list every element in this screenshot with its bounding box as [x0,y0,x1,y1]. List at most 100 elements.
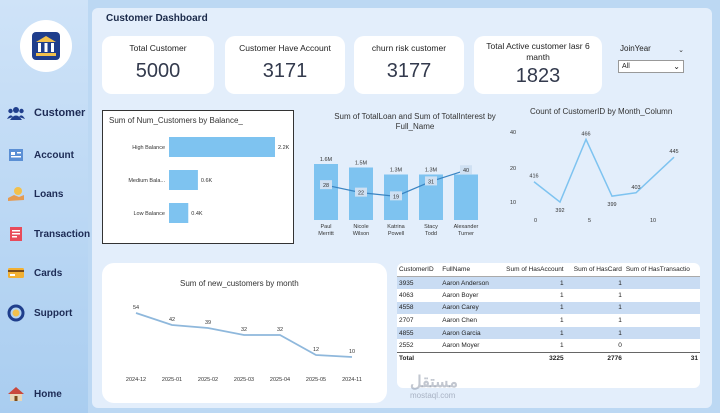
x-tick-label: Turner [458,231,474,237]
nav-item-customer[interactable]: Customer [6,104,85,122]
line-data-label: 40 [463,168,469,174]
watermark-text: مستقل [410,374,458,391]
chevron-down-icon[interactable]: ⌄ [678,47,684,54]
x-tick-label: Katrina [387,224,405,230]
balance-chart-panel[interactable]: Sum of Num_Customers by Balance_ High Ba… [102,110,294,244]
table-row[interactable]: 3935 Aaron Anderson 1 1 [397,276,700,290]
table-cell: 1 [565,301,624,315]
new-customers-panel[interactable]: Sum of new_customers by month 54 2024-12 4… [102,263,387,403]
table-row[interactable]: 2707 Aaron Chen 1 1 [397,314,700,327]
line-data-label: 19 [393,194,399,200]
table-cell: Aaron Carey [440,301,497,315]
nav-item-cards[interactable]: Cards [6,264,62,282]
kpi-label: Total Customer [129,43,187,53]
table-cell: 1 [496,301,566,315]
joinyear-slicer[interactable]: JoinYear ⌄ All ⌄ [612,36,692,88]
y-tick-label: 10 [510,200,516,206]
table-cell: 0 [618,342,622,350]
x-tick-label: 0 [534,218,537,224]
data-label: 2.2K [278,145,290,151]
line-data-label: 31 [428,179,434,185]
nav-label-account: Account [34,149,74,161]
bar-data-label: 1.6M [320,157,333,163]
col-header-hasaccount[interactable]: Sum of HasAccount [496,263,566,277]
table-row[interactable]: 2552 Aaron Moyer 1 0 [397,339,700,352]
table-cell [624,339,700,352]
customer-table-panel[interactable]: CustomerID FullName Sum of HasAccount Su… [397,263,700,388]
table-cell: 1 [496,326,566,340]
nav-label-customer: Customer [34,107,86,119]
transaction-icon [6,225,26,243]
table-cell: Aaron Boyer [442,291,479,299]
table-cell: 2552 [399,342,414,350]
point-label: 416 [529,174,538,180]
x-tick-label: Wilson [353,231,370,237]
line-data-label: 22 [358,191,364,197]
table-cell [624,314,700,327]
sidebar: Customer Account Loans Transaction Cards… [0,0,90,413]
line-series [533,137,675,204]
table-total-row: Total 3225 2776 31 [397,351,700,365]
nav-item-support[interactable]: Support [6,304,72,322]
bank-logo [20,20,72,72]
x-tick-label: Merritt [318,231,334,237]
point-label: 466 [581,131,590,137]
table-row[interactable]: 4855 Aaron Garcia 1 1 [397,326,700,340]
slicer-dropdown[interactable]: All ⌄ [618,60,684,73]
nav-label-support: Support [34,307,73,319]
x-tick-label: Paul [320,224,331,230]
table-cell: 1 [565,276,624,290]
col-header-hastransaction[interactable]: Sum of HasTransactio [623,263,700,277]
x-tick-label: Alexander [454,224,479,230]
col-header-fullname[interactable]: FullName [440,263,497,277]
col-header-customerid[interactable]: CustomerID [397,263,441,277]
loan-chart-panel[interactable]: Sum of TotalLoan and Sum of TotalInteres… [302,108,496,248]
bank-icon [32,32,60,60]
point-label: 39 [205,320,211,326]
table-cell: 1 [618,291,622,299]
dashboard-canvas: Customer Dashboard Total Customer 5000 C… [92,8,712,408]
nav-item-loans[interactable]: Loans [6,185,63,203]
kpi-customer-have-account: Customer Have Account 3171 [225,36,345,94]
kpi-total-customer: Total Customer 5000 [102,36,214,94]
nav-item-home[interactable]: Home [6,385,62,403]
table-cell: 1 [560,291,564,299]
table-cell: 4063 [399,291,414,299]
total-cell [440,351,497,365]
col-header-hascard[interactable]: Sum of HasCard [565,263,624,277]
table-cell [623,276,700,290]
table-cell: 4558 [397,301,441,315]
table-cell [624,289,700,302]
table-cell: Aaron Garcia [440,326,497,340]
chevron-down-icon: ⌄ [673,62,680,71]
table-cell: 1 [565,326,624,340]
bar [169,137,275,157]
y-tick-label: 40 [510,130,516,136]
kpi-churn-risk: churn risk customer 3177 [354,36,464,94]
x-tick-label: 2025-01 [162,377,182,383]
bar-data-label: 1.3M [390,168,403,174]
line-label-bg [460,165,472,175]
x-tick-label: Nicole [353,224,368,230]
line-label-bg [390,191,402,201]
chart-title: Sum of Num_Customers by Balance_ [109,116,243,125]
loans-icon [6,185,26,203]
nav-item-account[interactable]: Account [6,146,74,164]
chart-title: Sum of new_customers by month [180,279,299,288]
y-tick-label: 20 [510,166,516,172]
chart-title: Count of CustomerID by Month_Column [530,107,673,116]
nav-label-home: Home [34,388,62,400]
line-data-label: 28 [323,183,329,189]
table-cell: 1 [560,342,564,350]
bar [314,164,338,220]
table-header-row: CustomerID FullName Sum of HasAccount Su… [397,263,700,277]
kpi-value: 3177 [386,60,432,82]
table-row[interactable]: 4558 Aaron Carey 1 1 [397,301,700,315]
month-chart-panel[interactable]: Count of CustomerID by Month_Column 40 20… [500,104,700,248]
table-row[interactable]: 4063 Aaron Boyer 1 1 [397,289,700,302]
bar-data-label: 1.3M [425,168,438,174]
nav-item-transaction[interactable]: Transaction [6,225,90,243]
x-tick-label: 2024-11 [342,377,362,383]
x-tick-label: Stacy [424,224,438,230]
